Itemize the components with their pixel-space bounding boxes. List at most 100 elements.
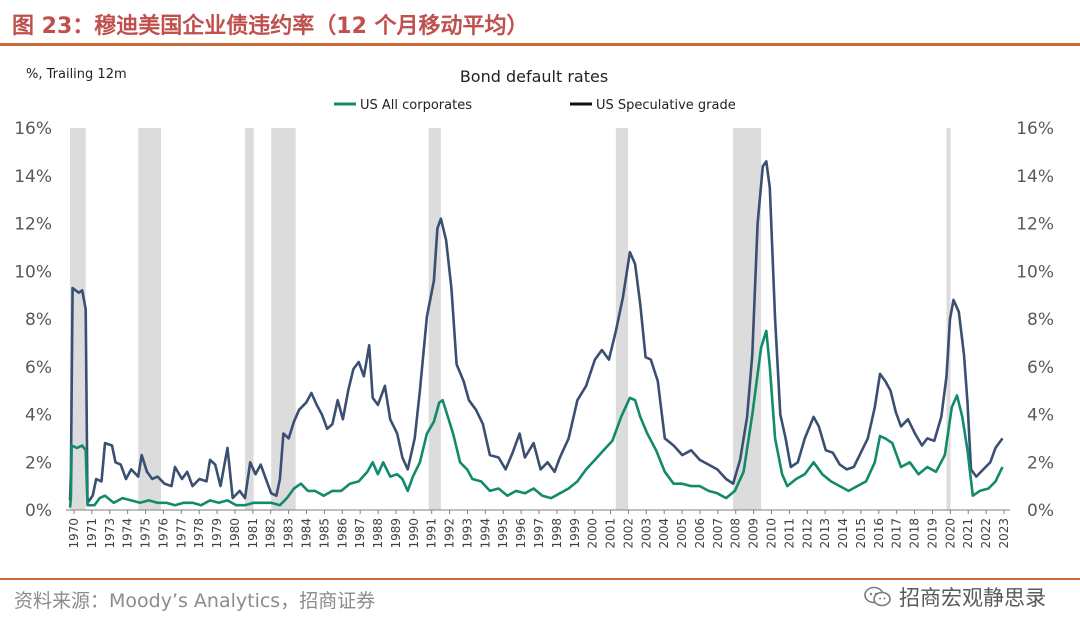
x-tick-1976: 1976 [156, 518, 170, 549]
footer-divider [0, 578, 1080, 580]
legend: US All corporates US Speculative grade [334, 98, 736, 113]
x-tick-2002: 2002 [621, 518, 635, 549]
y-tick-right-7: 14% [1016, 167, 1054, 187]
recession-band-1 [138, 128, 161, 510]
x-tick-2011: 2011 [782, 518, 796, 549]
x-tick-1984: 1984 [300, 518, 314, 549]
x-tick-2012: 2012 [800, 518, 814, 549]
watermark-text: 招商宏观静思录 [899, 586, 1046, 610]
x-tick-1987: 1987 [353, 518, 367, 549]
y-tick-left-3: 6% [25, 358, 52, 378]
x-tick-1970: 1970 [67, 518, 81, 549]
x-tick-2009: 2009 [747, 518, 761, 549]
series-line-speculative [68, 160, 1004, 505]
x-tick-1985: 1985 [317, 518, 331, 549]
chart-title: Bond default rates [460, 67, 608, 86]
y-tick-right-2: 4% [1027, 406, 1054, 426]
x-tick-2022: 2022 [979, 518, 993, 549]
recession-band-2 [244, 128, 254, 510]
x-tick-1977: 1977 [174, 518, 188, 549]
recession-band-5 [615, 128, 629, 510]
y-axis-left: 0% 2% 4% 6% 8% 10% 12% 14% 16% [14, 119, 52, 521]
y-tick-left-2: 4% [25, 406, 52, 426]
recession-bands [70, 128, 951, 510]
x-tick-1978: 1978 [192, 518, 206, 549]
recession-band-0 [70, 128, 86, 510]
watermark: 招商宏观静思录 [863, 582, 1046, 612]
y-tick-left-4: 8% [25, 310, 52, 330]
x-tick-1995: 1995 [496, 518, 510, 549]
y-tick-right-5: 10% [1016, 262, 1054, 282]
x-tick-2001: 2001 [604, 518, 618, 549]
x-tick-2015: 2015 [854, 518, 868, 549]
unit-label: %, Trailing 12m [26, 67, 127, 82]
wechat-icon [864, 586, 891, 607]
y-tick-right-6: 12% [1016, 215, 1054, 235]
x-tick-1986: 1986 [335, 518, 349, 549]
x-tick-1971: 1971 [85, 518, 99, 549]
y-tick-right-0: 0% [1027, 501, 1054, 521]
x-tick-2018: 2018 [908, 518, 922, 549]
x-tick-1973: 1973 [103, 518, 117, 549]
series-lines [68, 160, 1004, 508]
legend-label-all-corporates: US All corporates [360, 98, 472, 113]
x-tick-1975: 1975 [139, 518, 153, 549]
x-tick-1992: 1992 [443, 518, 457, 549]
x-tick-1999: 1999 [568, 518, 582, 549]
series-line-all-corporates [68, 329, 1004, 508]
x-tick-1993: 1993 [460, 518, 474, 549]
bond-default-chart: %, Trailing 12m Bond default rates US Al… [14, 67, 1054, 549]
legend-item-speculative: US Speculative grade [570, 98, 736, 113]
x-tick-1980: 1980 [228, 518, 242, 549]
x-tick-1996: 1996 [514, 518, 528, 549]
x-axis: 1970 1971 1973 1974 1975 1976 1977 1978 1979 1980… [67, 510, 1011, 549]
figure-title: 图 23：穆迪美国企业债违约率（12 个月移动平均） [12, 14, 529, 39]
y-tick-right-8: 16% [1016, 119, 1054, 139]
recession-band-4 [428, 128, 441, 510]
y-tick-left-5: 10% [14, 262, 52, 282]
x-tick-1989: 1989 [389, 518, 403, 549]
recession-band-7 [946, 128, 951, 510]
x-tick-2020: 2020 [943, 518, 957, 549]
x-tick-1991: 1991 [425, 518, 439, 549]
y-tick-left-0: 0% [25, 501, 52, 521]
y-tick-left-6: 12% [14, 215, 52, 235]
x-tick-2004: 2004 [657, 518, 671, 549]
x-tick-2003: 2003 [639, 518, 653, 549]
x-tick-1990: 1990 [407, 518, 421, 549]
x-tick-2023: 2023 [997, 518, 1011, 549]
y-axis-right: 0% 2% 4% 6% 8% 10% 12% 14% 16% [1016, 119, 1054, 521]
x-tick-2021: 2021 [961, 518, 975, 549]
x-tick-2010: 2010 [765, 518, 779, 549]
x-tick-2013: 2013 [818, 518, 832, 549]
x-tick-2006: 2006 [693, 518, 707, 549]
x-tick-2019: 2019 [925, 518, 939, 549]
x-tick-1982: 1982 [264, 518, 278, 549]
x-tick-2005: 2005 [675, 518, 689, 549]
y-tick-right-1: 2% [1027, 453, 1054, 473]
x-tick-1981: 1981 [246, 518, 260, 549]
recession-band-3 [271, 128, 296, 510]
legend-item-all-corporates: US All corporates [334, 98, 472, 113]
y-tick-left-7: 14% [14, 167, 52, 187]
legend-label-speculative: US Speculative grade [596, 98, 736, 113]
x-tick-2008: 2008 [729, 518, 743, 549]
y-tick-right-4: 8% [1027, 310, 1054, 330]
x-tick-2016: 2016 [872, 518, 886, 549]
x-tick-1997: 1997 [532, 518, 546, 549]
x-tick-2017: 2017 [890, 518, 904, 549]
x-tick-2014: 2014 [836, 518, 850, 549]
x-tick-1998: 1998 [550, 518, 564, 549]
x-tick-1994: 1994 [478, 518, 492, 549]
x-tick-1988: 1988 [371, 518, 385, 549]
y-tick-left-1: 2% [25, 453, 52, 473]
y-tick-right-3: 6% [1027, 358, 1054, 378]
x-tick-1983: 1983 [282, 518, 296, 549]
source-note: 资料来源：Moody’s Analytics，招商证券 [14, 590, 376, 612]
x-tick-2007: 2007 [711, 518, 725, 549]
y-tick-left-8: 16% [14, 119, 52, 139]
x-tick-1974: 1974 [121, 518, 135, 549]
x-tick-1979: 1979 [210, 518, 224, 549]
title-divider [0, 43, 1080, 46]
x-tick-2000: 2000 [586, 518, 600, 549]
